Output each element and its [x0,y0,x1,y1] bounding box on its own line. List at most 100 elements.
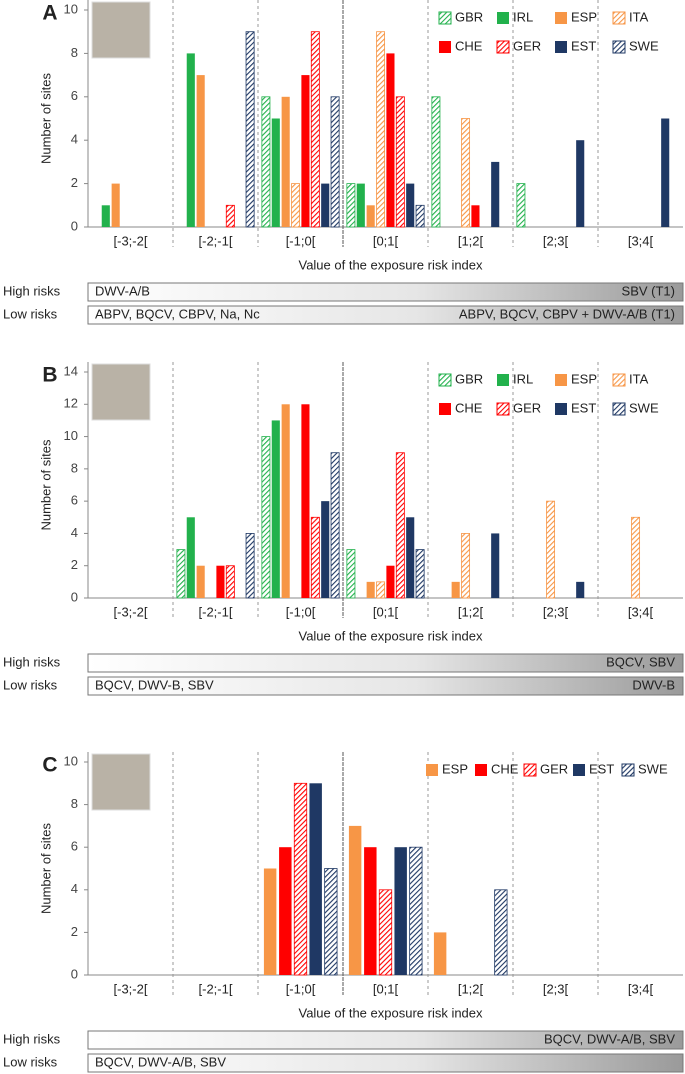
bar [225,565,235,599]
legend-label: ITA [629,371,649,386]
bar [245,533,255,599]
bar [451,581,460,598]
bar [301,75,310,227]
bar [461,533,471,599]
risk-left: BQCV, DWV-B, SBV [95,677,214,692]
legend-swatch [612,40,626,54]
x-tick-label: [-3;-2[ [114,604,148,619]
legend-label: GBR [455,371,483,386]
y-tick-label: 0 [71,218,78,233]
panel-letter: C [42,754,57,777]
bar [376,31,386,228]
bar [321,183,330,227]
bar [346,549,356,599]
risk-left: ABPV, BQCV, CBPV, Na, Nc [95,306,260,321]
y-tick-label: 8 [71,796,78,811]
bar [101,205,110,227]
x-tick-label: [-2;-1[ [199,604,233,619]
bar [330,452,340,599]
risk-right: BQCV, DWV-A/B, SBV [544,1031,675,1046]
y-tick-label: 8 [71,460,78,475]
legend-swatch [523,763,537,777]
legend-label: GER [540,761,568,776]
legend-label: EST [589,761,614,776]
y-axis-title: Number of sites [38,439,53,531]
legend-swatch [426,764,438,776]
bar [431,96,441,228]
bar [196,75,205,227]
risk-right: ABPV, BQCV, CBPV + DWV-A/B (T1) [459,306,675,321]
y-axis-title: Number of sites [38,72,53,164]
bar [186,517,195,598]
legend-swatch [555,12,567,24]
y-tick-label: 4 [71,525,78,540]
risk-bar [87,1053,684,1073]
legend-label: SWE [638,761,668,776]
bar [310,31,320,228]
legend-label: GER [513,38,541,53]
bar [346,183,356,228]
x-tick-label: [-1;0[ [286,233,316,248]
y-tick-label: 10 [64,1,78,16]
legend-swatch [612,373,626,387]
legend-swatch [555,41,567,53]
legend-label: GER [513,400,541,415]
legend-swatch [496,402,510,416]
bar [196,565,205,598]
risk-left: DWV-A/B [95,283,150,298]
bar [461,118,471,228]
bar [415,549,425,599]
bar [406,183,415,227]
risk-bar [87,1030,684,1050]
y-tick-label: 10 [64,753,78,768]
bar [386,565,395,598]
x-tick-label: [2;3[ [543,604,569,619]
photo [91,753,151,811]
bar [111,183,120,227]
bar [516,183,526,228]
bar [186,53,195,228]
y-tick-label: 8 [71,45,78,60]
legend-label: CHE [491,761,519,776]
y-tick-label: 4 [71,132,78,147]
bar [366,581,375,598]
bar [281,404,290,598]
y-tick-label: 12 [64,396,78,411]
legend-swatch [612,11,626,25]
legend-label: EST [571,38,596,53]
risk-bar [87,676,684,696]
bar [216,565,225,598]
risk-right: DWV-B [632,677,675,692]
bar [433,932,447,975]
legend-swatch [496,40,510,54]
x-tick-label: [1;2[ [458,233,484,248]
legend-swatch [573,764,585,776]
bar [576,140,585,227]
risk-right: BQCV, SBV [606,654,675,669]
risk-left: BQCV, DWV-A/B, SBV [95,1054,226,1069]
bar [491,161,500,227]
bar [386,53,395,228]
bar [364,847,377,975]
y-tick-label: 6 [71,88,78,103]
bar [271,420,280,598]
x-tick-label: [-2;-1[ [199,981,233,996]
bar [271,118,280,227]
photo [91,363,151,421]
risk-right: SBV (T1) [622,283,675,298]
y-tick-label: 2 [71,175,78,190]
bar [576,581,585,598]
x-tick-label: [0;1[ [373,233,399,248]
legend-label: SWE [629,38,659,53]
x-tick-label: [-3;-2[ [114,981,148,996]
legend-swatch [497,374,509,386]
legend-swatch [612,402,626,416]
bar [491,533,500,598]
photo [91,1,151,59]
bar [366,205,375,227]
legend-label: ITA [629,9,649,24]
legend-label: IRL [513,9,533,24]
legend-swatch [439,41,451,53]
legend-swatch [439,403,451,415]
legend-swatch [555,403,567,415]
